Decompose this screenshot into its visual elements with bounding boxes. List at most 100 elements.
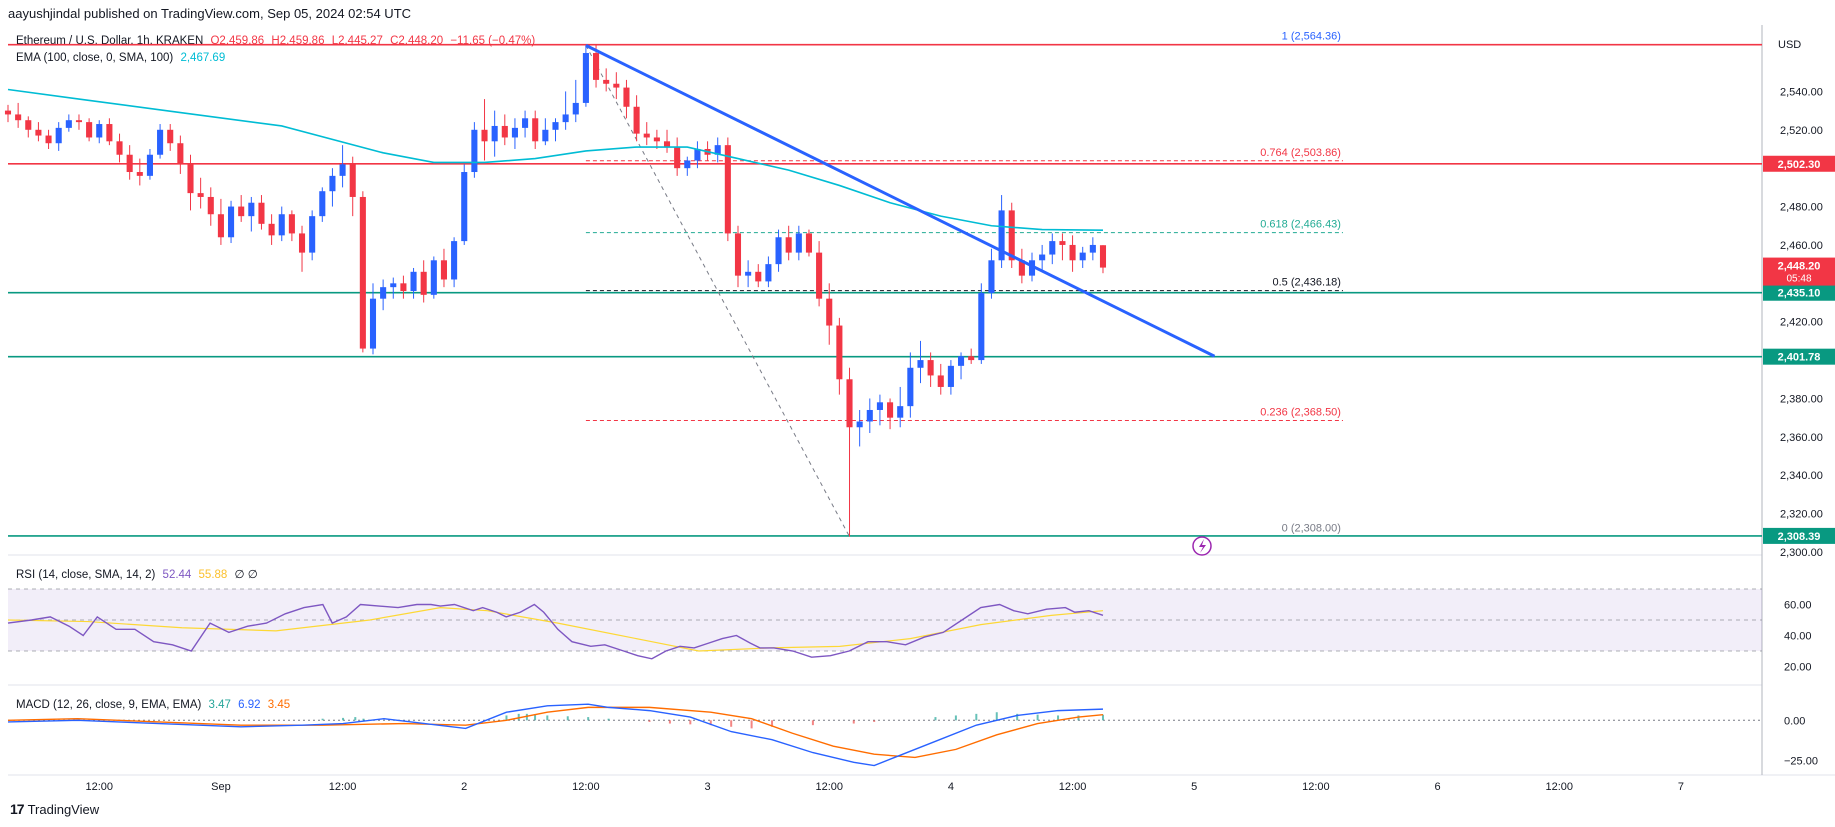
price-axis-badge-label: 2,435.10	[1778, 288, 1821, 300]
macd-histogram-bar	[750, 720, 753, 729]
candle-body	[866, 409, 873, 422]
time-tick-label: 4	[948, 781, 954, 793]
candle-body	[471, 129, 478, 173]
candle-body	[775, 237, 782, 265]
candle-body	[501, 125, 508, 138]
fib-level-label: 1 (2,564.36)	[1282, 31, 1341, 43]
price-axis-badge-label: 2,502.30	[1778, 159, 1821, 171]
macd-histogram-bar	[873, 720, 876, 722]
fib-diagonal-line	[585, 45, 850, 537]
candle-body	[522, 118, 529, 128]
macd-signal-line	[7, 706, 1104, 759]
macd-histogram-bar	[689, 720, 692, 725]
candle-body	[167, 129, 174, 144]
macd-label[interactable]: MACD (12, 26, close, 9, EMA, EMA)	[16, 699, 202, 711]
candle-body	[75, 120, 83, 123]
time-tick-label: 12:00	[1302, 781, 1330, 793]
time-tick-label: Sep	[211, 781, 231, 793]
fib-level-label: 0.618 (2,466.43)	[1260, 219, 1341, 231]
price-axis-badge-label: 2,401.78	[1778, 352, 1821, 364]
candle-body	[4, 110, 12, 115]
macd-signal-value: 3.45	[267, 699, 291, 711]
tradingview-brand[interactable]: 17 TradingView	[10, 801, 99, 817]
fib-level-label: 0.5 (2,436.18)	[1272, 277, 1341, 289]
rsi-label[interactable]: RSI (14, close, SMA, 14, 2)	[16, 569, 156, 581]
candle-body	[55, 127, 62, 144]
price-axis-badge	[1763, 155, 1835, 172]
candle-body	[369, 298, 377, 349]
time-tick-label: 12:00	[85, 781, 113, 793]
candle-body	[390, 283, 397, 288]
macd-histogram-bar	[566, 716, 569, 721]
candle-body	[410, 271, 417, 291]
candle-body	[451, 241, 458, 280]
macd-histogram-bar	[709, 720, 712, 726]
macd-histogram-bar	[934, 717, 937, 721]
time-tick-label: 12:00	[1059, 781, 1087, 793]
candle-body	[136, 172, 143, 176]
candle-body	[491, 125, 498, 142]
candle-body	[998, 210, 1005, 261]
macd-histogram-bar	[852, 720, 855, 724]
currency-label: USD	[1778, 39, 1801, 51]
time-tick-label: 5	[1191, 781, 1197, 793]
candle-body	[116, 141, 123, 155]
price-axis-badge	[1763, 284, 1835, 301]
macd-histogram-bar	[1036, 714, 1039, 721]
macd-histogram-bar	[730, 720, 733, 727]
time-tick-label: 12:00	[815, 781, 843, 793]
candle-body	[907, 367, 914, 407]
macd-histogram-bar	[607, 718, 610, 721]
candle-body	[1069, 244, 1076, 261]
macd-histogram-bar	[546, 715, 549, 721]
macd-histogram-bar	[668, 720, 671, 724]
macd-tick-label: 0.00	[1784, 715, 1805, 727]
price-tick-label: 2,340.00	[1780, 470, 1823, 482]
price-tick-label: 2,420.00	[1780, 317, 1823, 329]
current-price-badge	[1763, 257, 1835, 286]
candle-body	[319, 191, 326, 217]
candle-body	[420, 271, 427, 295]
price-tick-label: 2,380.00	[1780, 393, 1823, 405]
time-tick-label: 3	[705, 781, 711, 793]
macd-histogram-bar	[811, 720, 814, 726]
candle-body	[846, 379, 853, 428]
rsi-legend: RSI (14, close, SMA, 14, 2) 52.44 55.88 …	[16, 567, 262, 581]
candle-body	[1089, 244, 1096, 253]
candle-body	[217, 214, 224, 238]
candle-body	[1079, 252, 1086, 261]
ema-label[interactable]: EMA (100, close, 0, SMA, 100)	[16, 52, 174, 64]
macd-histogram-bar	[354, 717, 357, 721]
publisher-header: aayushjindal published on TradingView.co…	[8, 6, 412, 21]
candle-body	[613, 83, 620, 88]
candle-body	[947, 365, 954, 387]
candle-body	[126, 154, 133, 173]
candle-body	[1008, 210, 1015, 261]
candle-body	[1028, 260, 1036, 276]
macd-histogram-bar	[505, 715, 508, 721]
candle-body	[65, 120, 72, 128]
candle-body	[684, 160, 691, 169]
candle-body	[1018, 260, 1025, 276]
candle-body	[298, 233, 306, 253]
candle-body	[481, 129, 488, 142]
candle-body	[562, 114, 569, 123]
candle-body	[643, 133, 650, 138]
current-price-label: 2,448.20	[1778, 261, 1821, 273]
candle-body	[146, 154, 153, 176]
candle-body	[1059, 241, 1066, 245]
price-tick-label: 2,480.00	[1780, 202, 1823, 214]
candle-body	[876, 402, 883, 410]
candle-body	[593, 53, 600, 80]
price-tick-label: 2,300.00	[1780, 547, 1823, 559]
candle-body	[1099, 245, 1107, 268]
lightning-icon	[1192, 536, 1212, 556]
bearish-trendline	[585, 44, 1216, 358]
candle-body	[734, 233, 742, 276]
price-axis-badge	[1763, 527, 1835, 544]
candle-body	[633, 106, 640, 134]
candle-body	[440, 260, 448, 280]
candle-body	[309, 216, 316, 253]
brand-name: TradingView	[27, 801, 100, 817]
